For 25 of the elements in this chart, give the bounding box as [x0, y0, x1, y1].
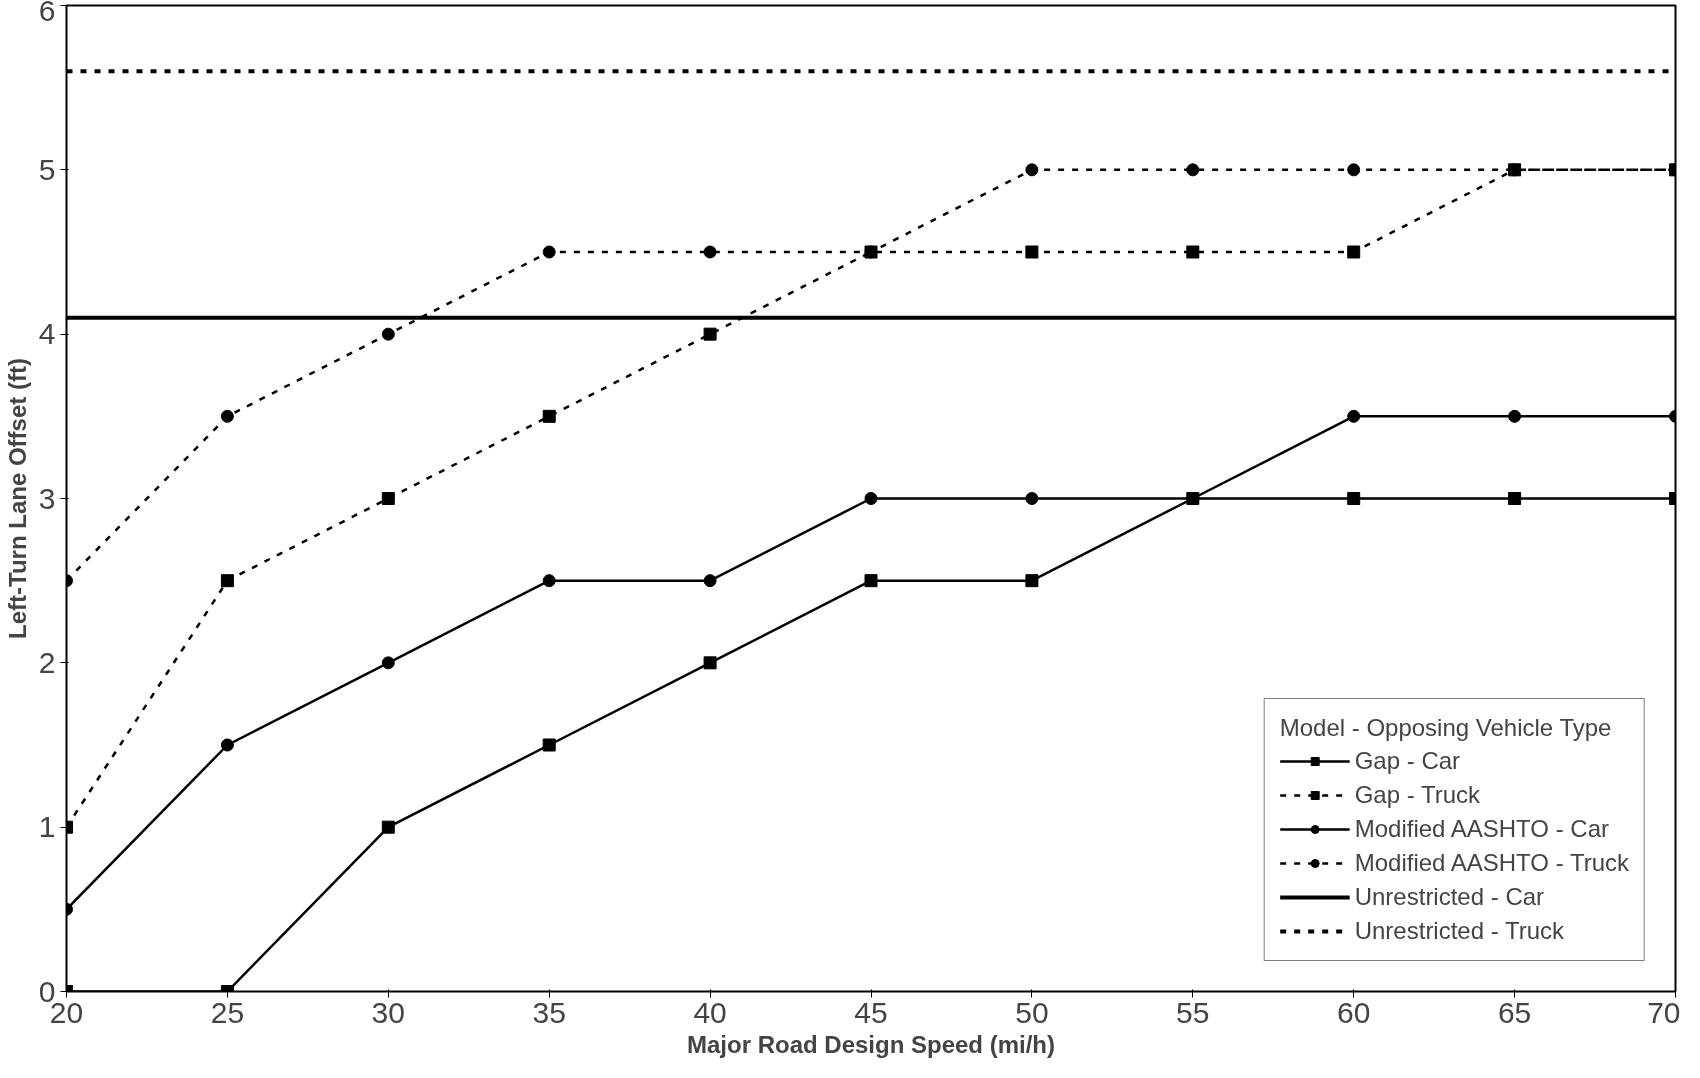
- legend-label: Modified AASHTO - Car: [1354, 815, 1609, 843]
- legend-title: Model - Opposing Vehicle Type: [1279, 714, 1613, 742]
- x-tick-label: 70: [1647, 995, 1681, 1029]
- x-tick-label: 35: [532, 995, 566, 1029]
- legend-label: Gap - Car: [1354, 747, 1461, 775]
- x-tick-label: 55: [1176, 995, 1210, 1029]
- x-tick-label: 45: [854, 995, 888, 1029]
- legend-label: Gap - Truck: [1354, 781, 1481, 809]
- x-tick-label: 30: [371, 995, 405, 1029]
- x-tick-label: 50: [1015, 995, 1049, 1029]
- legend-label: Modified AASHTO - Truck: [1354, 849, 1629, 877]
- x-tick-label: 60: [1337, 995, 1371, 1029]
- y-tick-label: 6: [38, 0, 56, 27]
- y-tick-label: 3: [38, 481, 56, 515]
- legend-label: Unrestricted - Truck: [1354, 917, 1565, 945]
- x-tick-label: 65: [1497, 995, 1532, 1029]
- x-axis-title: Major Road Design Speed (mi/h): [686, 1030, 1056, 1058]
- legend-label: Unrestricted - Car: [1354, 883, 1545, 911]
- y-axis-title: Left-Turn Lane Offset (ft): [3, 358, 31, 639]
- y-tick-label: 1: [38, 810, 56, 844]
- y-tick-label: 2: [38, 645, 56, 679]
- x-tick-label: 40: [693, 995, 727, 1029]
- y-tick-label: 4: [38, 317, 56, 351]
- y-tick-label: 5: [38, 152, 56, 186]
- x-tick-label: 25: [210, 995, 245, 1029]
